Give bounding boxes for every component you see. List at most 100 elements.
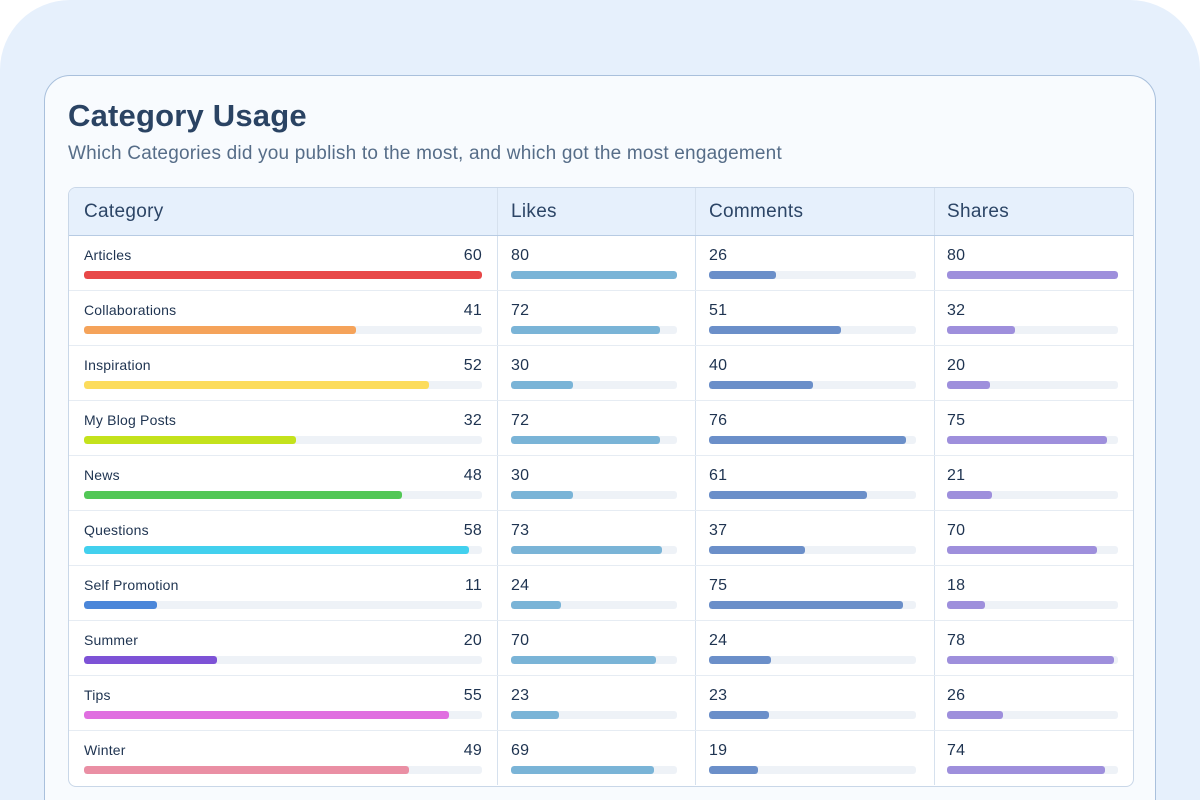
category-label: Articles — [84, 247, 132, 263]
comments-bar-track — [709, 711, 916, 719]
category-cell: Self Promotion 11 — [69, 566, 498, 620]
likes-value: 30 — [511, 357, 530, 374]
table-row[interactable]: Inspiration 52 30 40 20 — [69, 346, 1133, 401]
category-cell: Articles 60 — [69, 236, 498, 290]
comments-bar-track — [709, 491, 916, 499]
table-row[interactable]: My Blog Posts 32 72 76 75 — [69, 401, 1133, 456]
shares-cell-line: 20 — [947, 357, 1118, 375]
category-bar-track — [84, 436, 482, 444]
category-bar-fill — [84, 326, 356, 334]
shares-cell-line: 78 — [947, 632, 1118, 650]
posts-count: 60 — [463, 247, 482, 264]
posts-count: 41 — [463, 302, 482, 319]
table-row[interactable]: Collaborations 41 72 51 32 — [69, 291, 1133, 346]
category-label: Inspiration — [84, 357, 151, 373]
shares-cell-line: 70 — [947, 522, 1118, 540]
category-label: Collaborations — [84, 302, 177, 318]
posts-count: 20 — [463, 632, 482, 649]
shares-bar-fill — [947, 601, 986, 609]
shares-cell: 78 — [935, 621, 1133, 675]
column-header-comments[interactable]: Comments — [696, 188, 935, 235]
likes-bar-fill — [511, 491, 574, 499]
comments-cell-line: 40 — [709, 357, 919, 375]
category-usage-table: Category Likes Comments Shares Articles 6… — [68, 187, 1134, 787]
comments-cell: 40 — [696, 346, 935, 400]
card-subtitle: Which Categories did you publish to the … — [68, 143, 782, 164]
table-row[interactable]: Winter 49 69 19 74 — [69, 731, 1133, 785]
table-row[interactable]: News 48 30 61 21 — [69, 456, 1133, 511]
category-cell-line: Tips 55 — [84, 687, 482, 705]
column-header-likes[interactable]: Likes — [498, 188, 696, 235]
likes-bar-fill — [511, 711, 559, 719]
likes-bar-fill — [511, 656, 657, 664]
comments-bar-fill — [709, 271, 777, 279]
likes-cell-line: 73 — [511, 522, 680, 540]
table-row[interactable]: Articles 60 80 26 80 — [69, 236, 1133, 291]
likes-bar-track — [511, 546, 677, 554]
comments-cell: 75 — [696, 566, 935, 620]
comments-bar-fill — [709, 601, 904, 609]
comments-bar-fill — [709, 436, 906, 444]
category-cell: News 48 — [69, 456, 498, 510]
category-cell-line: My Blog Posts 32 — [84, 412, 482, 430]
category-bar-track — [84, 546, 482, 554]
likes-cell: 69 — [498, 731, 696, 785]
likes-bar-fill — [511, 381, 574, 389]
category-bar-fill — [84, 491, 403, 499]
table-header-row: Category Likes Comments Shares — [69, 188, 1133, 236]
category-label: Tips — [84, 687, 111, 703]
comments-bar-track — [709, 601, 916, 609]
shares-cell-line: 32 — [947, 302, 1118, 320]
category-cell: Winter 49 — [69, 731, 498, 785]
column-header-category[interactable]: Category — [69, 188, 498, 235]
shares-cell-line: 75 — [947, 412, 1118, 430]
shares-value: 80 — [947, 247, 966, 264]
shares-value: 32 — [947, 302, 966, 319]
likes-bar-fill — [511, 601, 561, 609]
category-bar-track — [84, 656, 482, 664]
likes-bar-track — [511, 271, 677, 279]
table-row[interactable]: Self Promotion 11 24 75 18 — [69, 566, 1133, 621]
likes-bar-track — [511, 491, 677, 499]
shares-cell: 18 — [935, 566, 1133, 620]
shares-bar-track — [947, 271, 1118, 279]
column-header-shares[interactable]: Shares — [947, 200, 1010, 222]
table-row[interactable]: Summer 20 70 24 78 — [69, 621, 1133, 676]
table-row[interactable]: Tips 55 23 23 26 — [69, 676, 1133, 731]
shares-bar-fill — [947, 491, 992, 499]
table-row[interactable]: Questions 58 73 37 70 — [69, 511, 1133, 566]
category-cell-line: Self Promotion 11 — [84, 577, 482, 595]
comments-cell-line: 26 — [709, 247, 919, 265]
category-bar-track — [84, 711, 482, 719]
category-label: Summer — [84, 632, 139, 648]
comments-cell-line: 51 — [709, 302, 919, 320]
shares-bar-fill — [947, 271, 1118, 279]
likes-bar-track — [511, 656, 677, 664]
category-bar-fill — [84, 381, 429, 389]
comments-bar-fill — [709, 546, 805, 554]
shares-cell: 75 — [935, 401, 1133, 455]
comments-cell: 26 — [696, 236, 935, 290]
table-body: Articles 60 80 26 80 Collaborations 41 72 51 32 In… — [69, 236, 1133, 785]
category-cell: Summer 20 — [69, 621, 498, 675]
shares-value: 21 — [947, 467, 966, 484]
category-bar-fill — [84, 436, 297, 444]
shares-value: 75 — [947, 412, 966, 429]
comments-cell-line: 23 — [709, 687, 919, 705]
posts-count: 11 — [464, 577, 482, 594]
comments-cell: 76 — [696, 401, 935, 455]
category-bar-track — [84, 271, 482, 279]
shares-bar-fill — [947, 766, 1106, 774]
category-cell: My Blog Posts 32 — [69, 401, 498, 455]
comments-value: 75 — [709, 577, 728, 594]
shares-bar-fill — [947, 436, 1108, 444]
likes-bar-track — [511, 711, 677, 719]
category-bar-fill — [84, 271, 482, 279]
category-label: Self Promotion — [84, 577, 179, 593]
shares-cell: 26 — [935, 676, 1133, 730]
shares-bar-track — [947, 381, 1118, 389]
comments-value: 24 — [709, 632, 728, 649]
likes-bar-fill — [511, 766, 655, 774]
comments-bar-fill — [709, 491, 867, 499]
shares-bar-track — [947, 656, 1118, 664]
